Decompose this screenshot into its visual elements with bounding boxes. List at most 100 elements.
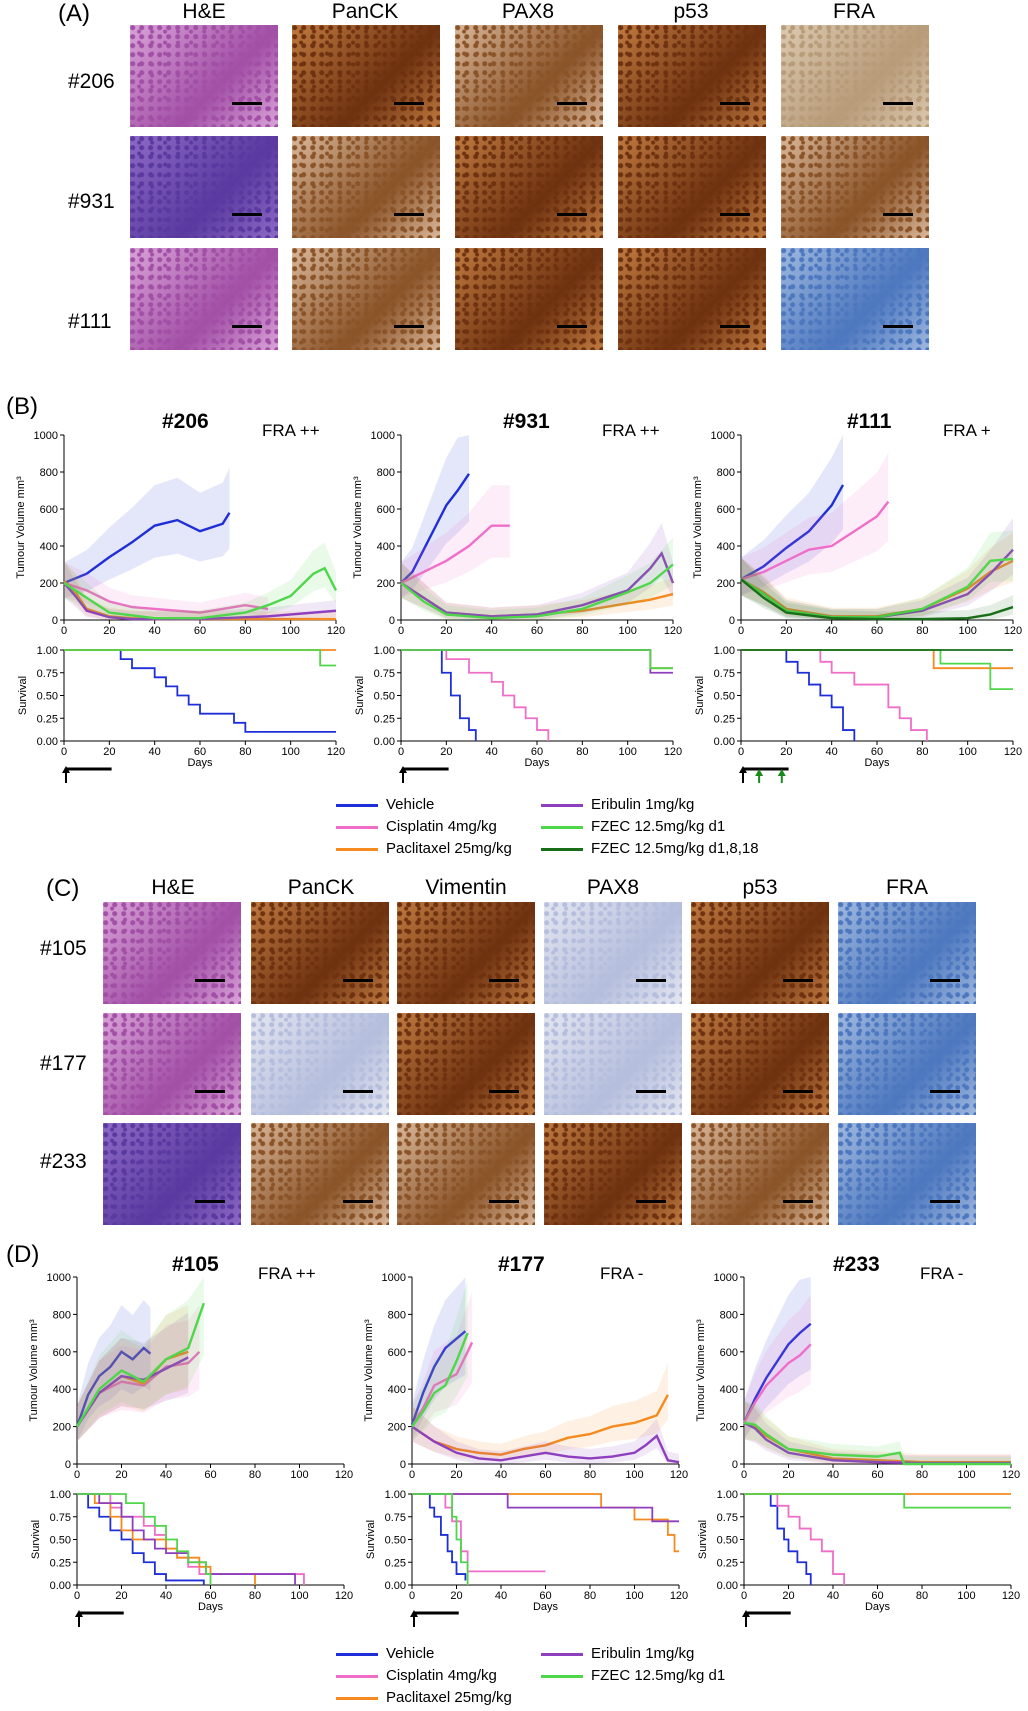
- legend-item: Cisplatin 4mg/kg: [336, 818, 497, 835]
- x-tick-label: 80: [916, 1469, 928, 1481]
- x-tick-label: 100: [281, 746, 299, 758]
- y-tick-label: 0.75: [37, 668, 58, 680]
- y-tick-label: 0.00: [50, 1580, 71, 1592]
- fra-annotation: FRA -: [920, 1264, 963, 1283]
- series-confidence-band: [741, 557, 1013, 620]
- sample-label-931: #931: [68, 190, 115, 213]
- scale-bar: [883, 213, 913, 216]
- dosing-arrow-icon: [777, 769, 786, 776]
- y-tick-label: 0.25: [714, 713, 735, 725]
- x-tick-label: 80: [916, 625, 928, 637]
- y-tick-label: 1000: [382, 1272, 406, 1284]
- x-tick-label: 0: [74, 1590, 80, 1602]
- series-line: [411, 1332, 469, 1428]
- survival-step-line: [77, 1493, 212, 1585]
- y-tick-label: 0: [400, 1459, 406, 1471]
- x-tick-label: 60: [539, 1469, 551, 1481]
- legend-label: FZEC 12.5mg/kg d1: [591, 818, 726, 835]
- y-tick-label: 0: [389, 615, 395, 627]
- series-line: [63, 512, 231, 585]
- scale-bar: [394, 325, 424, 328]
- series-confidence-band: [412, 1363, 668, 1462]
- survival-step-line: [744, 1493, 846, 1585]
- stain-header-panck: PanCK: [287, 876, 355, 899]
- x-tick-label: 60: [871, 625, 883, 637]
- series-confidence-band: [77, 1277, 204, 1442]
- y-tick-label: 200: [53, 1422, 71, 1434]
- y-tick-label: 0.50: [50, 1535, 71, 1547]
- y-tick-label: 0.75: [717, 1512, 738, 1524]
- x-tick-label: 80: [239, 625, 251, 637]
- histology-tile-233-hne: [103, 1123, 241, 1225]
- scale-bar: [783, 1200, 813, 1203]
- x-tick-label: 60: [871, 1590, 883, 1602]
- scale-bar: [489, 1200, 519, 1203]
- x-tick-label: 20: [780, 625, 792, 637]
- histology-tile-931-panck: [292, 136, 440, 238]
- legend-item: Vehicle: [336, 796, 434, 813]
- x-tick-label: 20: [103, 625, 115, 637]
- scale-bar: [720, 102, 750, 105]
- legend-swatch: [541, 825, 583, 829]
- x-tick-label: 60: [204, 1590, 216, 1602]
- y-tick-label: 200: [40, 578, 58, 590]
- survival-step-line: [412, 1493, 467, 1581]
- x-tick-label: 120: [670, 1590, 688, 1602]
- series-line: [400, 550, 675, 618]
- y-tick-label: 0.00: [717, 1580, 738, 1592]
- x-axis-label: Days: [187, 757, 213, 769]
- y-tick-label: 1.00: [714, 645, 735, 657]
- x-tick-label: 60: [531, 625, 543, 637]
- scale-bar: [394, 102, 424, 105]
- chart-title: #105: [172, 1253, 219, 1276]
- x-tick-label: 100: [958, 746, 976, 758]
- histology-tile-177-fra: [838, 1013, 976, 1115]
- x-tick-label: 0: [398, 746, 404, 758]
- tumour-volume-chart-177: 0 20 40 60 80 100 120 0 200 400 600 800 1000 Tumour V…: [363, 1253, 688, 1481]
- chart-title: #206: [162, 410, 209, 433]
- x-tick-label: 20: [450, 1590, 462, 1602]
- histology-tile-206-fra: [781, 25, 929, 127]
- legend-swatch: [541, 847, 583, 851]
- legend-label: Vehicle: [386, 796, 435, 813]
- x-tick-label: 0: [409, 1469, 415, 1481]
- y-tick-label: 200: [388, 1422, 406, 1434]
- x-tick-label: 80: [239, 746, 251, 758]
- histology-tile-233-vimentin: [397, 1123, 535, 1225]
- legend-label: Paclitaxel 25mg/kg: [386, 1689, 512, 1706]
- survival-step-line: [741, 649, 1013, 670]
- y-tick-label: 800: [377, 467, 395, 479]
- x-tick-label: 0: [738, 625, 744, 637]
- y-axis-label: Survival: [354, 676, 366, 715]
- y-axis-label: Survival: [694, 676, 706, 715]
- chart-title: #233: [833, 1253, 880, 1276]
- x-tick-label: 20: [782, 1590, 794, 1602]
- x-tick-label: 40: [486, 746, 498, 758]
- series-confidence-band: [741, 435, 843, 596]
- scale-bar: [557, 325, 587, 328]
- x-tick-label: 20: [440, 746, 452, 758]
- x-axis-label: Days: [524, 757, 550, 769]
- y-tick-label: 600: [720, 1347, 738, 1359]
- x-tick-label: 100: [281, 625, 299, 637]
- x-tick-label: 20: [103, 746, 115, 758]
- y-tick-label: 600: [40, 504, 58, 516]
- legend-swatch: [336, 1674, 378, 1678]
- scale-bar: [343, 1090, 373, 1093]
- y-tick-label: 0.25: [374, 713, 395, 725]
- y-tick-label: 0: [52, 615, 58, 627]
- x-tick-label: 60: [871, 1469, 883, 1481]
- x-tick-label: 100: [957, 1590, 975, 1602]
- x-tick-label: 120: [335, 1469, 353, 1481]
- x-tick-label: 20: [782, 1469, 794, 1481]
- series-confidence-band: [401, 435, 469, 598]
- y-tick-label: 0.75: [385, 1512, 406, 1524]
- histology-tile-177-hne: [103, 1013, 241, 1115]
- legend-panel-d: Vehicle Cisplatin 4mg/kg Paclitaxel 25mg/k…: [336, 1645, 896, 1711]
- legend-label: Cisplatin 4mg/kg: [386, 818, 497, 835]
- series-confidence-band: [77, 1305, 200, 1442]
- fra-annotation: FRA ++: [258, 1264, 316, 1283]
- y-tick-label: 0.00: [714, 736, 735, 748]
- y-tick-label: 0.00: [37, 736, 58, 748]
- y-tick-label: 1000: [371, 430, 395, 442]
